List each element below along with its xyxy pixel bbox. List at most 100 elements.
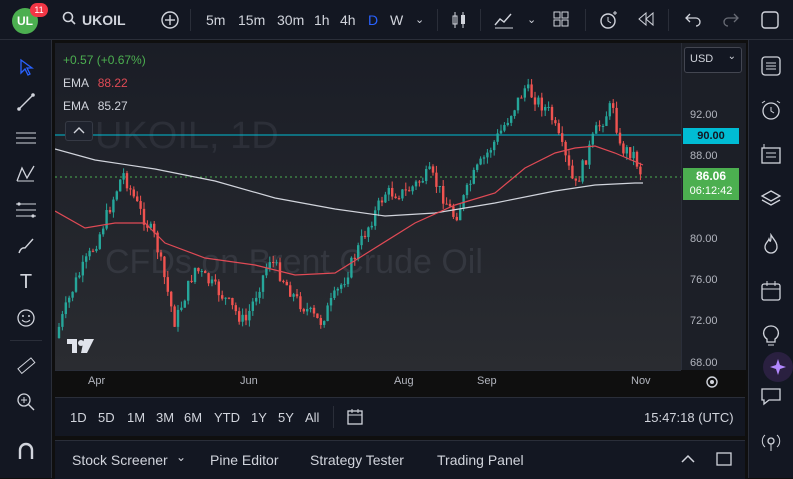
ema-slow-legend[interactable]: EMA 85.27 [63,99,128,113]
currency-select[interactable]: USD ⌄ [684,47,742,73]
text-icon[interactable]: T [19,270,33,293]
symbol-name[interactable]: UKOIL [82,12,126,28]
chevron-down-icon[interactable]: ⌄ [176,450,187,464]
indicators-icon[interactable] [493,10,515,30]
trend-line-icon[interactable] [12,88,40,116]
candle-body [527,84,530,89]
level-price-tag: 90.00 [683,128,739,144]
collapse-legend-button[interactable] [65,121,93,141]
maximize-panel-icon[interactable] [715,451,733,472]
pattern-icon[interactable] [12,160,40,188]
alert-clock-icon[interactable] [598,10,618,30]
candle-body [408,190,411,192]
candle-body [404,189,407,191]
ruler-icon[interactable] [12,352,40,380]
range-all[interactable]: All [305,410,320,425]
range-1y[interactable]: 1Y [251,410,267,425]
ideas-lightbulb-icon[interactable] [757,321,785,349]
candle-body [78,275,81,278]
tab-strategy-tester[interactable]: Strategy Tester [310,452,404,468]
candle-body [197,267,200,272]
candle-body [363,235,367,238]
price-scale[interactable] [681,43,746,370]
last-price-tag: 86.06 06:12:42 [683,168,739,200]
range-5d[interactable]: 5D [98,410,115,425]
tab-trading-panel[interactable]: Trading Panel [437,452,524,468]
range-1m[interactable]: 1M [127,410,146,425]
cursor-icon[interactable] [12,53,40,81]
scale-settings-icon[interactable] [704,374,720,395]
interval-1h[interactable]: 1h [314,12,330,28]
ai-sparkle-icon[interactable] [763,352,793,382]
candle-body [153,223,156,233]
chevron-up-icon[interactable] [679,451,697,472]
interval-4h[interactable]: 4h [340,12,356,28]
fullscreen-icon[interactable] [760,10,780,30]
interval-5m[interactable]: 5m [206,12,226,28]
range-1d[interactable]: 1D [70,410,87,425]
candle-body [629,147,632,159]
layouts-icon[interactable] [552,10,570,30]
calendar-icon[interactable] [757,277,785,305]
candle-body [564,141,567,156]
candle-body [251,301,254,311]
x-tick: Sep [477,375,497,387]
range-6m[interactable]: 6M [184,410,203,425]
candle-body [431,166,435,173]
interval-15m[interactable]: 15m [238,12,266,28]
chevron-down-icon[interactable]: ⌄ [415,14,425,26]
y-tick: 72.00 [690,315,718,327]
candle-body [387,187,390,195]
ema-slow-line[interactable] [55,148,643,217]
zoom-icon[interactable] [12,388,40,416]
candlestick-icon[interactable] [450,10,468,30]
candle-body [469,183,472,185]
notification-badge: 11 [30,3,48,17]
magnet-icon[interactable] [12,438,40,466]
candle-body [163,256,166,278]
candle-body [173,306,176,327]
search-icon[interactable] [62,10,76,30]
layers-icon[interactable] [757,185,785,213]
candle-body [523,88,526,98]
brush-icon[interactable] [12,232,40,260]
tab-stock-screener[interactable]: Stock Screener [72,452,168,468]
tab-pine-editor[interactable]: Pine Editor [210,452,279,468]
undo-icon[interactable] [684,10,702,30]
price-chart[interactable]: UKOIL, 1D CFDs on Brent Crude Oil [55,43,745,370]
candle-body [455,216,458,221]
ema-fast-line[interactable] [55,145,644,276]
watchlist-icon[interactable] [757,52,785,80]
horizontal-lines-icon[interactable] [12,124,40,152]
candle-body [306,309,309,312]
candle-body [445,203,448,205]
replay-icon[interactable] [637,10,655,30]
compare-add-icon[interactable] [160,10,180,30]
broadcast-icon[interactable] [757,427,785,455]
hotlists-flame-icon[interactable] [757,230,785,258]
fib-icon[interactable] [12,196,40,224]
redo-icon[interactable] [722,10,740,30]
candle-body [323,321,326,325]
ema-fast-legend[interactable]: EMA 88.22 [63,76,128,90]
candle-body [57,326,61,338]
candle-body [547,106,550,108]
bar-countdown: 06:12:42 [689,185,733,197]
calendar-icon[interactable] [346,408,364,431]
range-ytd[interactable]: YTD [214,410,240,425]
data-window-icon[interactable] [757,140,785,168]
interval-30m[interactable]: 30m [277,12,305,28]
chart-pane[interactable]: UKOIL, 1D CFDs on Brent Crude Oil +0.57 … [55,43,745,370]
emoji-icon[interactable] [12,304,40,332]
chevron-down-icon[interactable]: ⌄ [527,14,537,26]
interval-1d[interactable]: D [368,12,379,28]
range-5y[interactable]: 5Y [278,410,294,425]
utc-clock[interactable]: 15:47:18 (UTC) [644,410,734,425]
candle-body [217,281,220,296]
candle-body [540,97,543,111]
range-3m[interactable]: 3M [156,410,175,425]
time-scale[interactable] [55,370,681,397]
alarm-clock-icon[interactable] [757,96,785,124]
chat-icon[interactable] [757,382,785,410]
interval-1w[interactable]: W [390,12,404,28]
